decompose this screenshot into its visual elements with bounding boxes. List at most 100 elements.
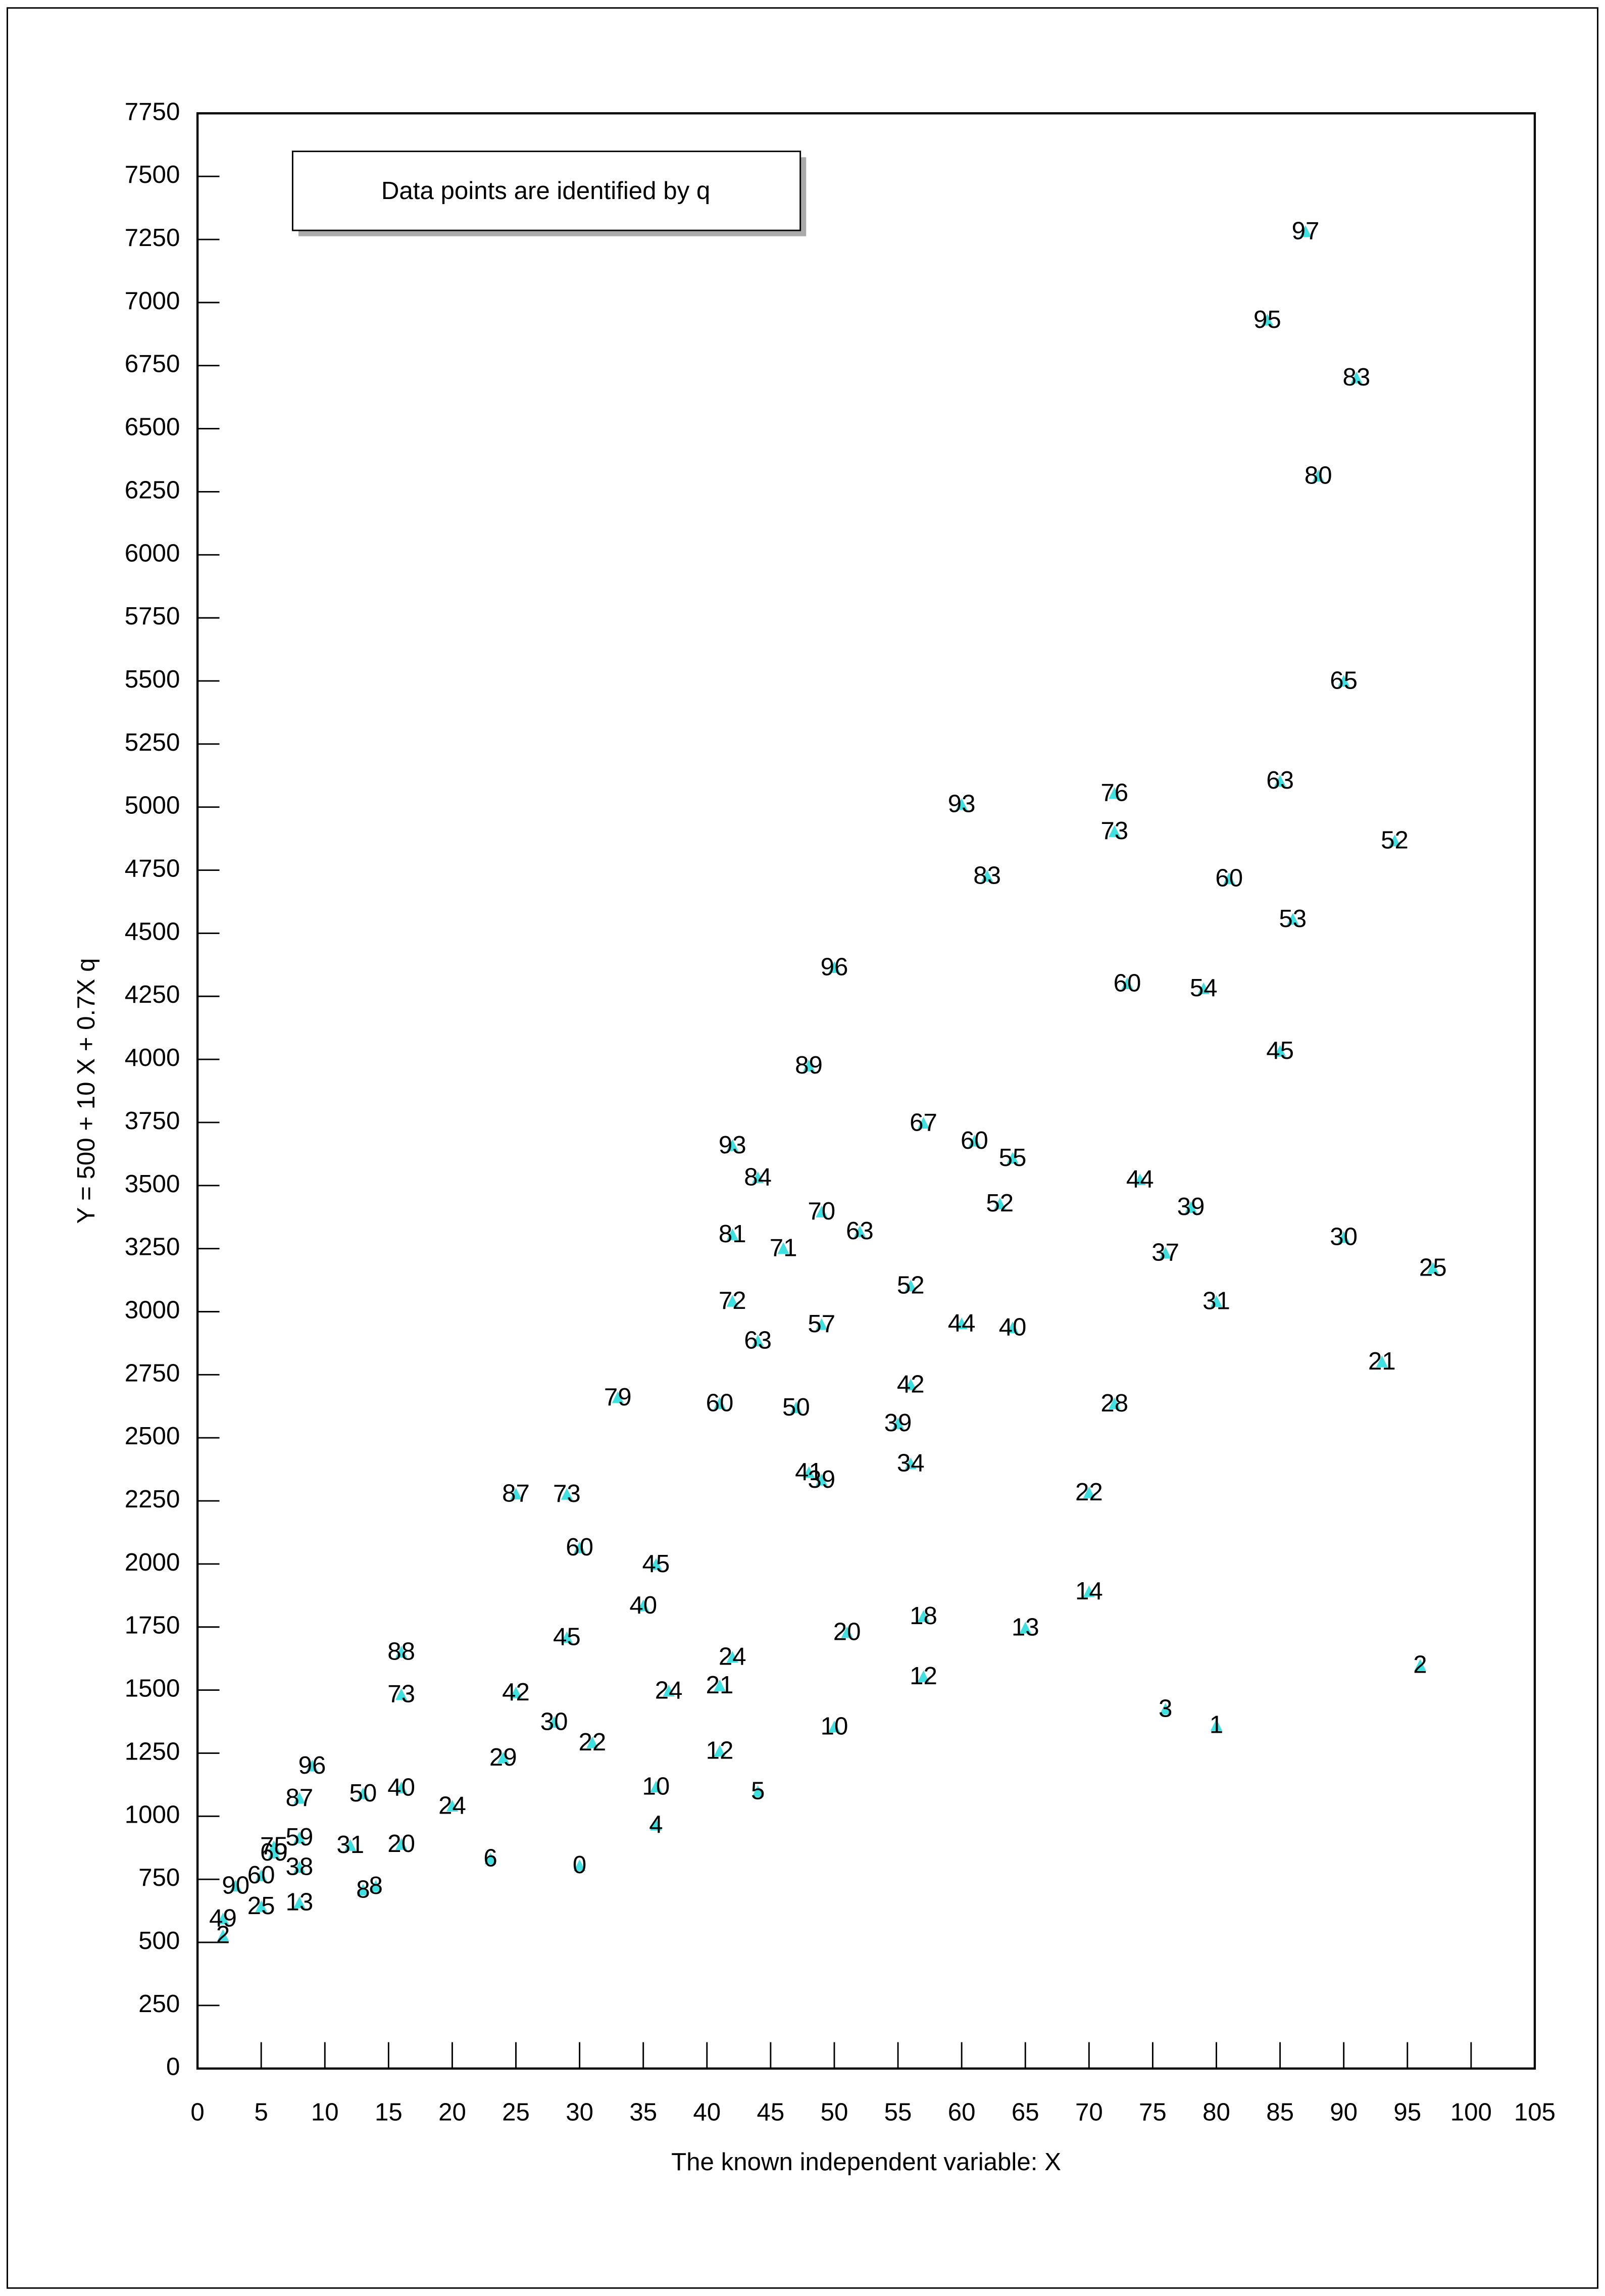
point-label: 44 <box>1126 1165 1154 1193</box>
point <box>752 1785 764 1797</box>
outer-frame <box>7 7 1598 2289</box>
x-tick-label: 80 <box>1202 2098 1230 2126</box>
point <box>1223 872 1235 885</box>
x-tick-label: 75 <box>1139 2098 1167 2126</box>
point <box>255 1900 267 1912</box>
point <box>370 1880 382 1892</box>
point <box>612 1391 624 1403</box>
point <box>777 1242 789 1254</box>
point-label: 4 <box>649 1811 663 1838</box>
point-label: 25 <box>247 1892 275 1920</box>
point <box>293 1831 306 1843</box>
y-tick-label: 2250 <box>125 1485 180 1513</box>
y-tick-label: 6250 <box>125 476 180 504</box>
point <box>892 1417 904 1429</box>
x-tick-label: 55 <box>884 2098 912 2126</box>
point <box>395 1838 408 1850</box>
point-label: 14 <box>1075 1577 1103 1605</box>
point <box>1261 314 1273 326</box>
x-tick-label: 70 <box>1075 2098 1103 2126</box>
point <box>484 1852 496 1865</box>
point-label: 60 <box>961 1127 988 1154</box>
point <box>841 1626 853 1638</box>
point-label: 38 <box>285 1853 313 1881</box>
point-label: 8 <box>369 1872 382 1899</box>
point <box>726 1139 738 1151</box>
point-label: 40 <box>629 1591 657 1619</box>
point-label: 60 <box>1215 864 1243 892</box>
point-label: 24 <box>655 1677 683 1704</box>
x-axis-title: The known independent variable: X <box>671 2148 1061 2176</box>
point-label: 69 <box>260 1838 288 1866</box>
point-label: 59 <box>285 1823 313 1851</box>
point-label: 39 <box>884 1409 912 1437</box>
point-label: 89 <box>795 1051 823 1079</box>
point-label: 2 <box>1413 1651 1427 1679</box>
point-label: 22 <box>1075 1478 1103 1506</box>
x-tick-label: 20 <box>438 2098 466 2126</box>
point-label: 60 <box>1114 969 1141 997</box>
point-label: 39 <box>808 1465 835 1493</box>
point <box>255 1869 267 1881</box>
point-label: 84 <box>744 1163 772 1191</box>
point <box>956 798 968 810</box>
point-label: 40 <box>387 1773 415 1801</box>
point-label: 79 <box>604 1383 632 1411</box>
point <box>803 1466 815 1478</box>
y-tick-label: 2500 <box>125 1422 180 1450</box>
point-label: 49 <box>209 1904 237 1932</box>
point-label: 76 <box>1100 779 1128 807</box>
point-label: 73 <box>553 1480 581 1507</box>
point <box>586 1736 598 1748</box>
point-label: 37 <box>1151 1239 1179 1266</box>
point <box>1109 787 1121 799</box>
point <box>395 1781 408 1794</box>
point-label: 0 <box>573 1851 586 1879</box>
point <box>1134 1173 1146 1185</box>
point <box>714 1744 726 1757</box>
point <box>1427 1262 1439 1274</box>
point <box>726 1651 738 1663</box>
point <box>752 1334 764 1347</box>
y-tick-label: 4250 <box>125 981 180 1008</box>
point <box>1210 1719 1223 1731</box>
point-label: 63 <box>846 1217 874 1245</box>
point <box>1109 1397 1121 1409</box>
point <box>1299 225 1312 237</box>
point <box>714 1679 726 1691</box>
point-label: 24 <box>438 1791 466 1819</box>
point-label: 30 <box>1330 1223 1358 1251</box>
x-tick-label: 85 <box>1266 2098 1294 2126</box>
point-label: 34 <box>897 1449 925 1477</box>
point <box>994 1197 1006 1209</box>
y-tick-label: 7000 <box>125 287 180 315</box>
point-label: 22 <box>578 1728 606 1756</box>
point-label: 50 <box>349 1779 377 1807</box>
y-tick-label: 3250 <box>125 1233 180 1261</box>
point-label: 45 <box>642 1550 670 1578</box>
point <box>650 1819 662 1831</box>
y-tick-label: 1000 <box>125 1800 180 1828</box>
point <box>548 1716 560 1728</box>
point-label: 28 <box>1100 1389 1128 1417</box>
point <box>981 870 993 882</box>
point <box>917 1610 930 1622</box>
y-tick-label: 7250 <box>125 224 180 252</box>
point-label: 2 <box>216 1921 230 1949</box>
point <box>293 1896 306 1909</box>
point <box>1160 1703 1172 1715</box>
point <box>293 1861 306 1873</box>
point <box>357 1787 369 1799</box>
point <box>1109 825 1121 837</box>
point <box>230 1880 242 1892</box>
point-label: 25 <box>1419 1254 1447 1282</box>
point <box>905 1457 917 1470</box>
x-tick-label: 100 <box>1450 2098 1492 2126</box>
point <box>905 1378 917 1391</box>
y-tick-label: 7500 <box>125 161 180 188</box>
point-label: 73 <box>387 1680 415 1708</box>
point <box>816 1318 828 1330</box>
point-label: 13 <box>285 1888 313 1916</box>
point-label: 30 <box>540 1708 568 1736</box>
